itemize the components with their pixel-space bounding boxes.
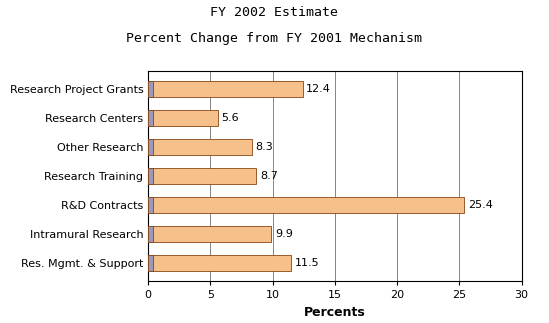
Text: 25.4: 25.4 [468, 200, 493, 210]
Bar [148, 255, 292, 271]
Bar [148, 110, 218, 126]
Text: 12.4: 12.4 [306, 84, 331, 94]
Bar [148, 168, 153, 184]
Bar [148, 197, 153, 213]
Text: 11.5: 11.5 [295, 258, 320, 268]
Bar [148, 197, 464, 213]
Text: 8.7: 8.7 [260, 171, 278, 181]
Bar [148, 168, 256, 184]
Bar [148, 255, 153, 271]
Bar [148, 110, 153, 126]
Text: 9.9: 9.9 [275, 229, 293, 239]
Bar [148, 139, 153, 155]
Bar [148, 139, 251, 155]
Bar [148, 226, 153, 242]
Bar [148, 81, 153, 97]
Bar [148, 226, 271, 242]
Text: Percent Change from FY 2001 Mechanism: Percent Change from FY 2001 Mechanism [126, 32, 423, 45]
Text: 8.3: 8.3 [255, 142, 273, 152]
Bar [148, 81, 302, 97]
Text: FY 2002 Estimate: FY 2002 Estimate [210, 6, 339, 19]
X-axis label: Percents: Percents [304, 306, 366, 318]
Text: 5.6: 5.6 [222, 113, 239, 123]
